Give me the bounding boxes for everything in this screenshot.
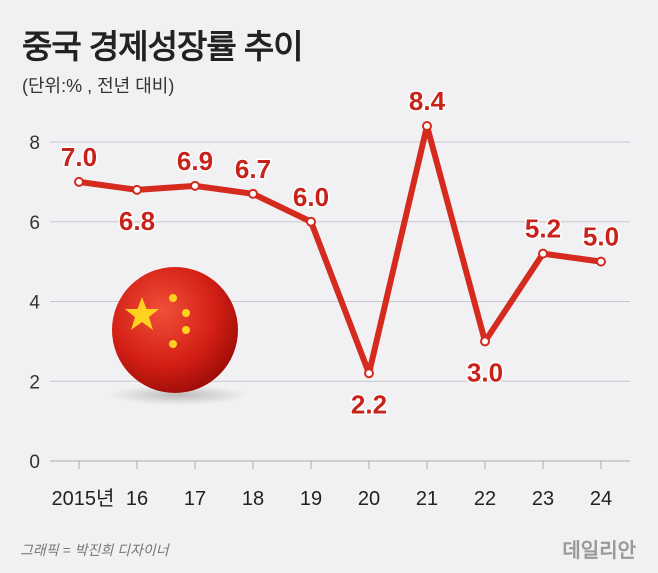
- growth-rate-line: [78, 123, 602, 377]
- data-label: 7.0: [61, 142, 97, 172]
- data-label: 5.2: [525, 214, 561, 244]
- chart-subtitle: (단위:% , 전년 대비): [22, 76, 175, 96]
- chart-title: 중국 경제성장률 추이: [22, 28, 304, 65]
- y-tick-label: 0: [29, 452, 40, 473]
- x-tick-label: 16: [126, 488, 148, 510]
- data-point: [422, 121, 432, 132]
- x-tick-label: 22: [474, 488, 496, 510]
- data-point: [480, 336, 490, 347]
- data-point: [364, 368, 374, 379]
- y-tick-label: 8: [29, 133, 40, 154]
- data-point: [248, 188, 258, 199]
- x-tick-label: 24: [590, 488, 612, 510]
- data-label: 6.0: [293, 182, 329, 212]
- data-label: 2.2: [351, 389, 387, 419]
- x-tick-label: 21: [416, 488, 438, 510]
- data-label: 8.4: [409, 86, 446, 116]
- y-tick-label: 2: [29, 372, 40, 393]
- data-label: 5.0: [583, 222, 619, 252]
- x-tick-label: 18: [242, 488, 264, 510]
- y-tick-label: 4: [29, 293, 40, 314]
- x-tick-label: 19: [300, 488, 322, 510]
- data-point: [596, 256, 606, 267]
- x-tick-label: 17: [184, 488, 206, 510]
- data-point: [132, 184, 142, 195]
- data-label: 6.8: [119, 206, 155, 236]
- data-label: 6.7: [235, 154, 271, 184]
- data-point: [190, 180, 200, 191]
- data-point: [74, 176, 84, 187]
- data-label: 6.9: [177, 146, 213, 176]
- dailian-logo: 데일리안: [562, 540, 636, 562]
- x-tick-label: 2015년: [52, 487, 115, 510]
- china-flag-ball-icon: [108, 267, 248, 405]
- y-tick-label: 6: [29, 213, 40, 234]
- data-point: [538, 248, 548, 259]
- x-tick-label: 20: [358, 488, 380, 510]
- x-tick-label: 23: [532, 488, 554, 510]
- data-point: [306, 216, 316, 227]
- graphic-credit: 그래픽 = 박진희 디자이너: [20, 542, 169, 558]
- data-label: 3.0: [467, 357, 503, 387]
